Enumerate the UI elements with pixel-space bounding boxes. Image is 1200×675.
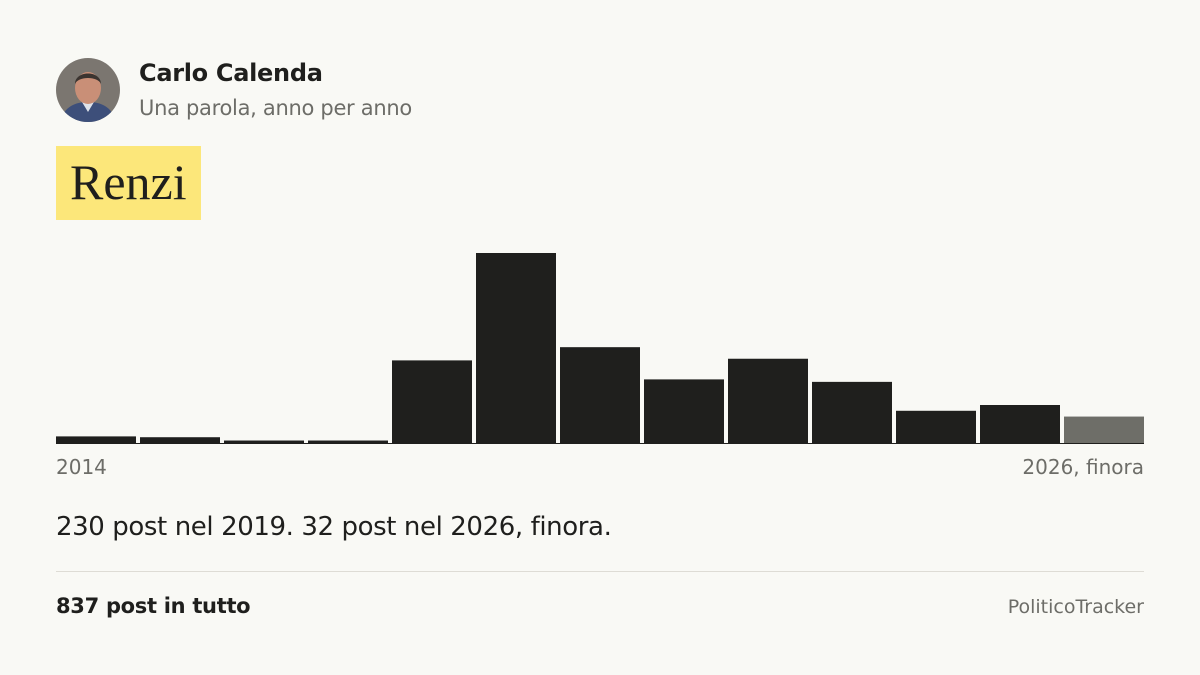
- bar: [812, 381, 892, 443]
- avatar: [56, 58, 120, 122]
- bar: [140, 437, 220, 443]
- x-tick-label: 2026, finora: [1022, 455, 1144, 479]
- author-name: Carlo Calenda: [139, 59, 323, 87]
- bar: [308, 440, 388, 443]
- bar: [560, 347, 640, 443]
- bar: [980, 405, 1060, 443]
- bar: [224, 440, 304, 443]
- bar: [896, 410, 976, 443]
- summary: 230 post nel 2019. 32 post nel 2026, fin…: [56, 512, 612, 542]
- bar: [644, 379, 724, 443]
- bar: [56, 436, 136, 443]
- bar: [476, 253, 556, 443]
- chart: 2014 2026, finora: [56, 253, 1144, 479]
- divider: [56, 571, 1144, 572]
- keyword: Renzi: [56, 146, 201, 220]
- bar: [392, 360, 472, 443]
- brand: PoliticoTracker: [1007, 596, 1144, 618]
- subtitle: Una parola, anno per anno: [139, 96, 412, 120]
- x-tick-label: 2014: [56, 455, 107, 479]
- total: 837 post in tutto: [56, 594, 251, 618]
- bar: [1064, 416, 1144, 443]
- bar: [728, 358, 808, 443]
